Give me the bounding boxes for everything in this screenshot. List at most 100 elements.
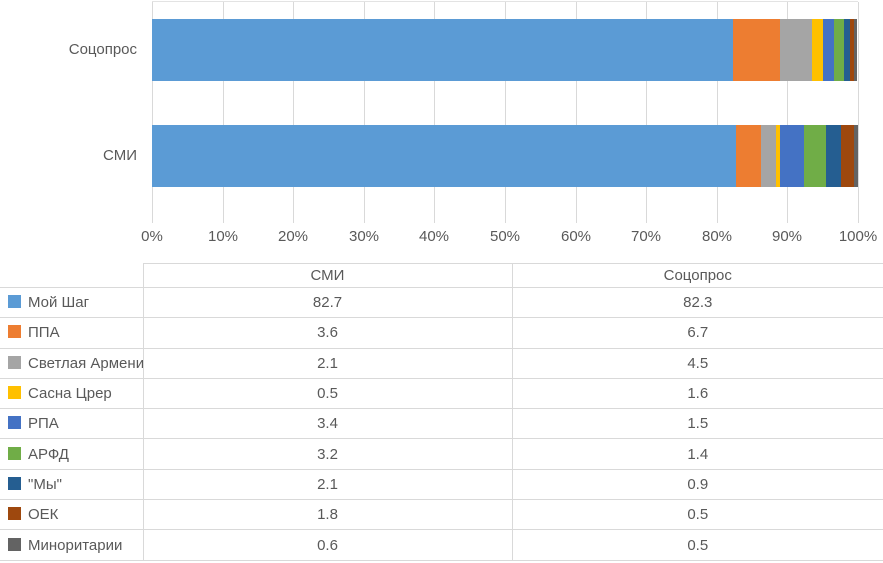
bar-segment — [733, 19, 781, 81]
table-corner-cell — [0, 263, 143, 288]
axis-tick-icon — [576, 217, 577, 223]
series-name: РПА — [28, 415, 59, 433]
bar-segment — [850, 19, 854, 81]
x-tick-label: 90% — [771, 228, 803, 245]
gridline — [787, 2, 788, 217]
gridline — [434, 2, 435, 217]
bar-segment — [853, 125, 858, 187]
table-header-smi: СМИ — [142, 263, 512, 288]
bar-segment — [152, 125, 736, 187]
category-label-socopros: Соцопрос — [68, 40, 137, 58]
bar-segment — [843, 19, 851, 81]
bar-segment — [761, 125, 777, 187]
bar-smi — [152, 125, 858, 187]
x-tick-label: 50% — [489, 228, 521, 245]
table-row: ППА 3.6 6.7 — [0, 317, 883, 349]
legend-cell: Миноритарии — [0, 529, 143, 561]
series-name: Мой Шаг — [28, 294, 90, 312]
legend-swatch-icon — [8, 416, 21, 430]
bar-segment — [152, 19, 734, 81]
value-smi: 2.1 — [142, 348, 512, 379]
bar-segment — [779, 125, 804, 187]
series-name: АРФД — [28, 445, 69, 463]
x-tick-label: 80% — [701, 228, 733, 245]
bar-socopros — [152, 19, 858, 81]
x-tick-label: 20% — [277, 228, 309, 245]
bar-segment — [776, 125, 780, 187]
bar-segment — [826, 125, 841, 187]
bar-segment — [833, 19, 844, 81]
legend-cell: "Мы" — [0, 469, 143, 501]
value-socopros: 82.3 — [511, 287, 883, 319]
value-socopros: 0.5 — [511, 499, 883, 531]
legend-cell: РПА — [0, 408, 143, 440]
x-tick-label: 40% — [418, 228, 450, 245]
legend-cell: ППА — [0, 317, 143, 349]
gridline — [223, 2, 224, 217]
axis-tick-icon — [364, 217, 365, 223]
axis-tick-icon — [717, 217, 718, 223]
bar-segment — [780, 19, 813, 81]
data-table: СМИ Соцопрос Мой Шаг 82.7 82.3 ППА 3.6 6.7 Све… — [0, 263, 883, 561]
table-row: ОЕК 1.8 0.5 — [0, 499, 883, 531]
legend-cell: АРФД — [0, 438, 143, 470]
value-smi: 0.5 — [142, 378, 512, 410]
series-name: ППА — [28, 324, 60, 342]
x-tick-label: 60% — [560, 228, 592, 245]
gridline — [364, 2, 365, 217]
bar-segment — [803, 125, 827, 187]
value-smi: 1.8 — [142, 499, 512, 531]
value-socopros: 1.4 — [511, 438, 883, 470]
bar-segment — [812, 19, 824, 81]
legend-swatch-icon — [8, 295, 21, 309]
value-socopros: 0.9 — [511, 469, 883, 501]
table-row: Мой Шаг 82.7 82.3 — [0, 287, 883, 319]
axis-tick-icon — [858, 217, 859, 223]
x-tick-label: 100% — [838, 228, 878, 245]
legend-cell: Сасна Црер — [0, 378, 143, 410]
data-table-body: Мой Шаг 82.7 82.3 ППА 3.6 6.7 Светлая Армения 2… — [0, 287, 883, 561]
gridline — [576, 2, 577, 217]
bar-segment — [823, 19, 834, 81]
gridline — [293, 2, 294, 217]
x-tick-label: 10% — [207, 228, 239, 245]
value-smi: 82.7 — [142, 287, 512, 319]
legend-swatch-icon — [8, 355, 21, 369]
axis-tick-icon — [293, 217, 294, 223]
value-smi: 3.4 — [142, 408, 512, 440]
axis-tick-icon — [646, 217, 647, 223]
value-socopros: 1.6 — [511, 378, 883, 410]
legend-cell: Мой Шаг — [0, 287, 143, 319]
series-name: Миноритарии — [28, 536, 123, 554]
gridline — [505, 2, 506, 217]
legend-swatch-icon — [8, 537, 21, 551]
value-smi: 2.1 — [142, 469, 512, 501]
table-header-row: СМИ Соцопрос — [0, 263, 883, 288]
axis-tick-icon — [787, 217, 788, 223]
axis-tick-icon — [434, 217, 435, 223]
x-tick-label: 70% — [630, 228, 662, 245]
bar-segment — [840, 125, 854, 187]
series-name: "Мы" — [28, 475, 62, 493]
table-row: Сасна Црер 0.5 1.6 — [0, 378, 883, 410]
series-name: Сасна Црер — [28, 385, 112, 403]
legend-swatch-icon — [8, 386, 21, 400]
table-row: Светлая Армения 2.1 4.5 — [0, 348, 883, 379]
bar-segment — [735, 125, 762, 187]
gridline — [646, 2, 647, 217]
bar-segment — [853, 19, 858, 81]
value-socopros: 4.5 — [511, 348, 883, 379]
table-header-socopros: Соцопрос — [511, 263, 883, 288]
value-smi: 3.2 — [142, 438, 512, 470]
legend-swatch-icon — [8, 446, 21, 460]
legend-cell: Светлая Армения — [0, 348, 143, 379]
plot-area — [152, 1, 859, 217]
x-tick-label: 30% — [348, 228, 380, 245]
x-tick-label: 0% — [141, 228, 163, 245]
value-socopros: 0.5 — [511, 529, 883, 561]
axis-tick-icon — [152, 217, 153, 223]
gridline — [152, 2, 153, 217]
axis-tick-icon — [505, 217, 506, 223]
table-row: "Мы" 2.1 0.9 — [0, 469, 883, 501]
